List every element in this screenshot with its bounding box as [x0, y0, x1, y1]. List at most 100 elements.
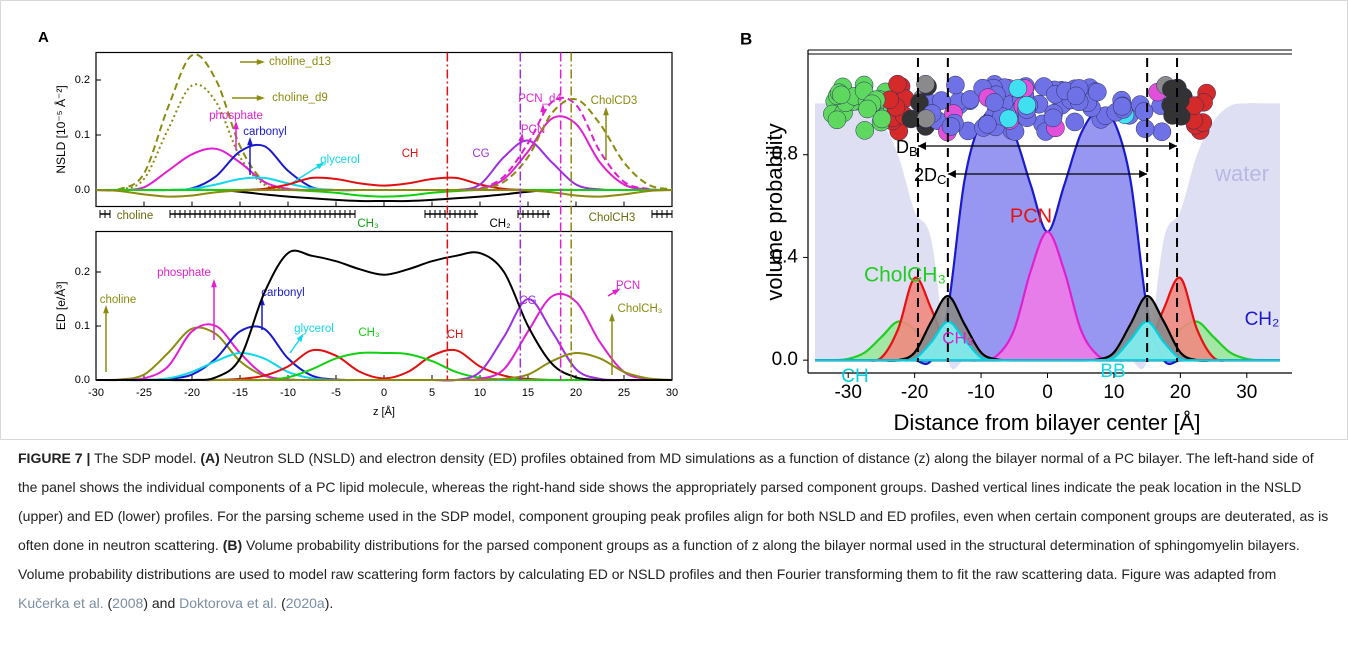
- x-tick-label: 20: [1170, 382, 1191, 403]
- line-series: [95, 143, 672, 192]
- caption-segment: Neutron SLD (NSLD) and electron density …: [18, 450, 1329, 553]
- band-label: choline: [117, 210, 153, 222]
- x-tick-label: -15: [232, 387, 248, 399]
- line-series: [95, 147, 672, 192]
- molecule-illustration: [823, 74, 1216, 142]
- caption-segment[interactable]: 2020a: [285, 595, 325, 611]
- caption-segment[interactable]: 2008: [112, 595, 144, 611]
- atom: [1162, 79, 1181, 99]
- series-label: choline_d13: [269, 56, 331, 68]
- x-tick-label: 10: [1103, 382, 1124, 403]
- series-label: CholCH₃: [618, 303, 663, 315]
- series-label: PCN: [521, 124, 545, 136]
- y-tick-label: 0.0: [75, 374, 90, 386]
- series-label: CH: [841, 366, 868, 387]
- y-tick-label: 0.2: [75, 266, 90, 278]
- atom: [1065, 112, 1084, 132]
- atom: [916, 74, 935, 94]
- y-axis-label: ED [e/Å³]: [53, 281, 68, 330]
- figure: A B 0.0 0.1 0.2 NSLD [10⁻⁵ Å⁻²] choline_d13c…: [0, 0, 1348, 440]
- atom: [855, 121, 875, 140]
- dimension-main: D: [896, 137, 909, 157]
- x-tick-label: 30: [1236, 382, 1257, 403]
- y-tick-label: 0.4: [772, 246, 799, 267]
- caption-segment: (A): [200, 450, 220, 466]
- series-label: CholCD3: [591, 95, 638, 107]
- caption-segment: Volume probability distributions for the…: [18, 537, 1300, 582]
- atom: [985, 93, 1004, 112]
- series-label: PCN_d4: [518, 93, 562, 105]
- arrow-head: [256, 95, 265, 101]
- caption-segment: (: [103, 595, 113, 611]
- atom: [916, 109, 936, 128]
- caption-segment: ) and: [143, 595, 180, 611]
- dimension-sub: B: [909, 144, 918, 159]
- series-label: CH₃: [358, 327, 380, 339]
- series-label: CH: [402, 148, 419, 160]
- x-tick-label: -30: [88, 387, 104, 399]
- caption: FIGURE 7 | The SDP model. (A) Neutron SL…: [18, 444, 1330, 618]
- x-tick-label: -30: [834, 382, 861, 403]
- line-series: [95, 249, 672, 382]
- atom: [1043, 108, 1063, 128]
- series-label: CholCH₃: [864, 264, 946, 287]
- series-label: CH₂: [1245, 309, 1280, 330]
- x-tick-label: -20: [184, 387, 200, 399]
- arrow-head: [296, 333, 304, 342]
- arrow-head: [603, 107, 609, 116]
- series-label: PCN: [616, 280, 640, 292]
- x-axis-label: z [Å]: [373, 405, 395, 418]
- y-tick-label: 0.2: [75, 74, 90, 86]
- atom: [858, 99, 877, 119]
- atom: [910, 93, 929, 112]
- y-tick-label: 0.0: [75, 184, 90, 196]
- dimension-sub: C: [937, 172, 946, 187]
- atom: [827, 110, 847, 130]
- line-series: [95, 139, 672, 192]
- series-label: CH: [447, 329, 464, 341]
- atom: [941, 117, 961, 136]
- y-tick-label: 0.8: [772, 144, 798, 165]
- arrow-head: [612, 288, 621, 296]
- x-tick-label: -5: [331, 387, 341, 399]
- caption-segment: ).: [324, 595, 334, 611]
- atom: [1112, 97, 1132, 116]
- line-series: [95, 96, 673, 192]
- series-label: PCN: [1010, 205, 1052, 227]
- x-tick-label: -20: [901, 382, 928, 403]
- series-label: glycerol: [294, 323, 334, 335]
- x-tick-label: 5: [429, 387, 435, 399]
- atom: [888, 74, 907, 94]
- atom: [1134, 102, 1154, 121]
- caption-segment[interactable]: Doktorova et al.: [179, 595, 278, 611]
- atom: [1088, 82, 1107, 102]
- atom: [1152, 122, 1172, 142]
- y-tick-label: 0.1: [75, 129, 90, 141]
- atom: [932, 91, 951, 110]
- arrow-head: [609, 313, 615, 322]
- caption-segment: (B): [222, 537, 243, 553]
- atom: [1066, 86, 1086, 106]
- band-label: CH₃: [357, 218, 379, 230]
- x-tick-label: 10: [474, 387, 486, 399]
- atom: [872, 109, 892, 129]
- caption-segment[interactable]: Kučerka et al.: [18, 595, 104, 611]
- line-series: [95, 188, 673, 198]
- line-series: [95, 188, 672, 198]
- panel-label: A: [38, 29, 49, 46]
- area-series: [815, 103, 1280, 370]
- panel-label: B: [740, 29, 752, 48]
- x-tick-label: -25: [136, 387, 152, 399]
- series-label: carbonyl: [261, 287, 304, 299]
- y-axis-label: volume probability: [762, 123, 787, 300]
- y-axis-label: NSLD [10⁻⁵ Å⁻²]: [53, 85, 68, 173]
- series-label: CG: [519, 295, 536, 307]
- x-tick-label: 15: [522, 387, 534, 399]
- band-label: CH₂: [489, 218, 510, 230]
- series-label: phosphate: [157, 267, 211, 279]
- arrow-head: [316, 162, 325, 170]
- series-label: phosphate: [209, 110, 263, 122]
- series-label: carbonyl: [243, 126, 286, 138]
- series-label: choline_d9: [272, 92, 328, 104]
- series-label: water: [1214, 161, 1269, 186]
